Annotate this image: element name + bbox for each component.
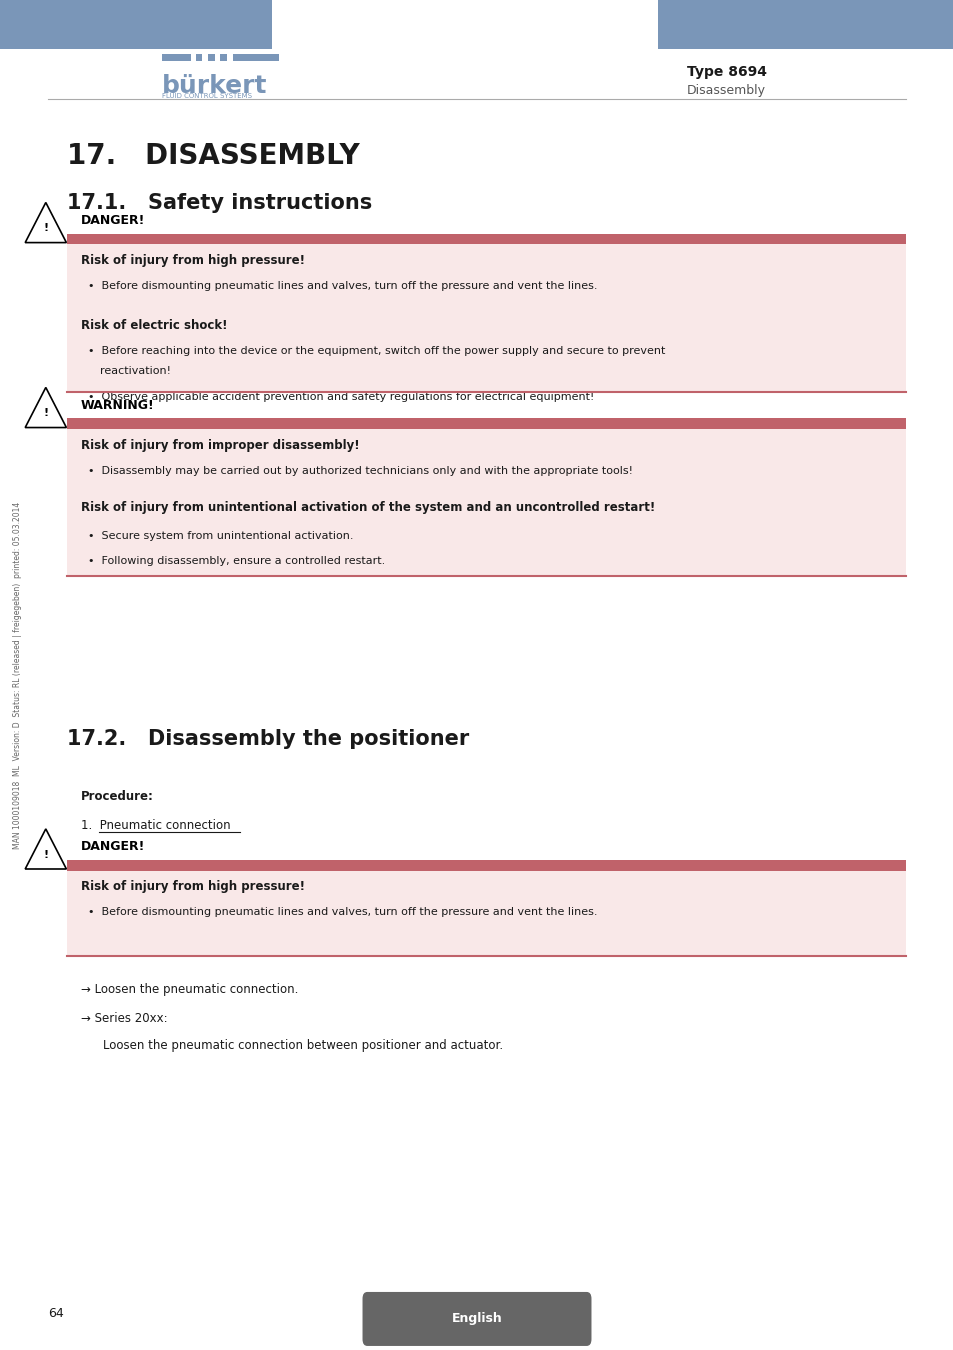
Text: WARNING!: WARNING!	[81, 398, 154, 412]
Text: Risk of injury from high pressure!: Risk of injury from high pressure!	[81, 254, 305, 267]
Text: 64: 64	[48, 1307, 64, 1320]
Text: Procedure:: Procedure:	[81, 790, 153, 803]
Text: DANGER!: DANGER!	[81, 213, 145, 227]
Text: •  Disassembly may be carried out by authorized technicians only and with the ap: • Disassembly may be carried out by auth…	[88, 466, 632, 475]
Text: reactivation!: reactivation!	[100, 366, 171, 375]
Text: 1.  Pneumatic connection: 1. Pneumatic connection	[81, 819, 231, 833]
Text: •  Before dismounting pneumatic lines and valves, turn off the pressure and vent: • Before dismounting pneumatic lines and…	[88, 281, 597, 290]
Polygon shape	[25, 829, 67, 869]
Text: Risk of injury from improper disassembly!: Risk of injury from improper disassembly…	[81, 439, 359, 452]
Text: → Loosen the pneumatic connection.: → Loosen the pneumatic connection.	[81, 983, 298, 996]
FancyBboxPatch shape	[362, 1292, 591, 1346]
Text: Disassembly: Disassembly	[686, 84, 765, 97]
FancyBboxPatch shape	[67, 418, 905, 429]
FancyBboxPatch shape	[195, 54, 202, 61]
Polygon shape	[25, 387, 67, 428]
Text: MAN 1000109018  ML  Version: D  Status: RL (released | freigegeben)  printed: 05: MAN 1000109018 ML Version: D Status: RL …	[12, 501, 22, 849]
FancyBboxPatch shape	[67, 234, 905, 244]
Text: Type 8694: Type 8694	[686, 65, 766, 78]
FancyBboxPatch shape	[233, 54, 278, 61]
Text: English: English	[451, 1312, 502, 1326]
FancyBboxPatch shape	[658, 0, 953, 49]
Text: !: !	[43, 223, 49, 234]
FancyBboxPatch shape	[208, 54, 214, 61]
Text: !: !	[43, 408, 49, 418]
Text: DANGER!: DANGER!	[81, 840, 145, 853]
Text: •  Before dismounting pneumatic lines and valves, turn off the pressure and vent: • Before dismounting pneumatic lines and…	[88, 907, 597, 917]
Text: Risk of injury from high pressure!: Risk of injury from high pressure!	[81, 880, 305, 894]
FancyBboxPatch shape	[67, 860, 905, 871]
Text: •  Observe applicable accident prevention and safety regulations for electrical : • Observe applicable accident prevention…	[88, 392, 594, 401]
Text: 17.   DISASSEMBLY: 17. DISASSEMBLY	[67, 142, 359, 170]
Text: FLUID CONTROL SYSTEMS: FLUID CONTROL SYSTEMS	[162, 93, 252, 99]
FancyBboxPatch shape	[67, 428, 905, 576]
Text: Loosen the pneumatic connection between positioner and actuator.: Loosen the pneumatic connection between …	[103, 1040, 502, 1053]
Text: → Series 20xx:: → Series 20xx:	[81, 1012, 168, 1026]
FancyBboxPatch shape	[0, 0, 272, 49]
Text: bürkert: bürkert	[162, 74, 268, 99]
Text: •  Following disassembly, ensure a controlled restart.: • Following disassembly, ensure a contro…	[88, 556, 385, 566]
FancyBboxPatch shape	[220, 54, 227, 61]
Text: Risk of electric shock!: Risk of electric shock!	[81, 319, 228, 332]
FancyBboxPatch shape	[67, 869, 905, 956]
Text: Risk of injury from unintentional activation of the system and an uncontrolled r: Risk of injury from unintentional activa…	[81, 501, 655, 514]
FancyBboxPatch shape	[67, 243, 905, 392]
Polygon shape	[25, 202, 67, 243]
FancyBboxPatch shape	[162, 54, 191, 61]
Text: !: !	[43, 849, 49, 860]
Text: 17.2.   Disassembly the positioner: 17.2. Disassembly the positioner	[67, 729, 469, 749]
Text: •  Secure system from unintentional activation.: • Secure system from unintentional activ…	[88, 531, 353, 540]
Text: •  Before reaching into the device or the equipment, switch off the power supply: • Before reaching into the device or the…	[88, 346, 664, 355]
Text: 17.1.   Safety instructions: 17.1. Safety instructions	[67, 193, 372, 213]
